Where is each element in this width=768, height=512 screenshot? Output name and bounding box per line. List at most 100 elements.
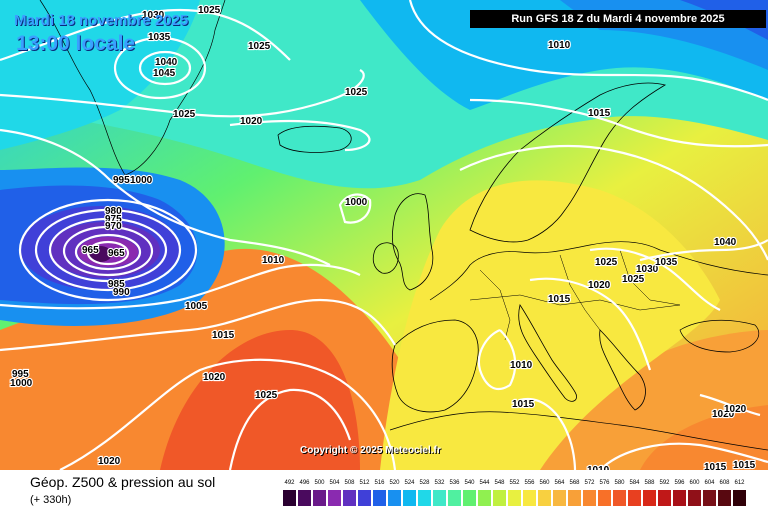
isobar-995 [18, 198, 198, 302]
scale-swatch [418, 490, 431, 506]
scale-tick-label: 548 [494, 480, 505, 486]
iso-label: 1015 [512, 399, 535, 410]
forecast-lead-time: (+ 330h) [30, 494, 72, 506]
isobar-1005 [0, 263, 361, 310]
scale-tick-label: 608 [719, 480, 730, 486]
scale-tick-label: 492 [284, 480, 295, 486]
isobar-labels: 1030 1025 1035 1040 1045 1025 1025 1025 … [9, 4, 757, 470]
iso-label: 975 [105, 214, 122, 225]
scale-tick-label: 556 [524, 480, 535, 486]
scale-swatch [733, 490, 746, 506]
map-area: 1030 1025 1035 1040 1045 1025 1025 1025 … [0, 0, 768, 470]
scale-swatch [478, 490, 491, 506]
isobar-1025-north [0, 8, 291, 62]
scale-tick-label: 532 [434, 480, 445, 486]
scale-swatch [373, 490, 386, 506]
iso-label: 995 [12, 369, 29, 380]
scale-swatch [718, 490, 731, 506]
scale-swatch [703, 490, 716, 506]
iberia-coast [391, 319, 479, 413]
scale-tick-label: 600 [689, 480, 700, 486]
isobar-1035 [113, 36, 207, 100]
isobar-1020-a [229, 120, 371, 152]
iso-label: 1020 [724, 404, 747, 415]
iso-label: 1015 [588, 108, 611, 119]
scale-swatch [493, 490, 506, 506]
scale-tick-label: 504 [329, 480, 340, 486]
iso-label: 1025 [173, 109, 196, 120]
scale-swatch [283, 490, 296, 506]
scale-swatch [463, 490, 476, 506]
iso-label: 985 [108, 279, 125, 290]
isobar-1015 [0, 298, 396, 352]
scale-tick-label: 580 [614, 480, 625, 486]
scale-swatch [583, 490, 596, 506]
isobar-1000-small [338, 193, 372, 224]
iso-label: 1020 [588, 280, 611, 291]
isobar-1020-ne [459, 145, 768, 261]
scale-tick-label: 512 [359, 480, 370, 486]
run-banner: Run GFS 18 Z du Mardi 4 novembre 2025 [470, 10, 766, 28]
isobar-1020-se [699, 393, 761, 417]
scale-swatch [658, 490, 671, 506]
scale-swatch [613, 490, 626, 506]
isobar-1020-south [59, 358, 397, 470]
isobars [0, 0, 768, 470]
scale-swatch [688, 490, 701, 506]
iso-label: 970 [105, 221, 122, 232]
hot-zone-sw [160, 330, 360, 470]
isobar-990 [34, 208, 182, 292]
scale-swatch [628, 490, 641, 506]
isobar-975 [74, 233, 142, 271]
iso-label: 1025 [622, 274, 645, 285]
scale-swatch [598, 490, 611, 506]
iso-label: 1025 [248, 41, 271, 52]
scale-tick-label: 516 [374, 480, 385, 486]
iso-label: 1030 [142, 10, 165, 21]
iso-label: 1025 [345, 87, 368, 98]
balkans-coast [599, 329, 646, 411]
iceland-coast [277, 125, 352, 153]
scale-tick-label: 560 [539, 480, 550, 486]
isobar-1010 [0, 128, 331, 266]
iso-label: 1005 [185, 301, 208, 312]
scale-tick-label: 528 [419, 480, 430, 486]
iso-label: 1000 [130, 175, 153, 186]
isobar-970 [86, 240, 130, 266]
scale-swatch [553, 490, 566, 506]
iso-label: 990 [113, 287, 130, 298]
iso-label: 980 [105, 206, 122, 217]
geopotential-map: 1030 1025 1035 1040 1045 1025 1025 1025 … [0, 0, 768, 470]
scale-swatch [508, 490, 521, 506]
isobar-1030-e [639, 239, 768, 262]
scale-swatch [388, 490, 401, 506]
scale-swatch [448, 490, 461, 506]
scale-tick-label: 552 [509, 480, 520, 486]
scale-swatch [298, 490, 311, 506]
iso-label: 1010 [262, 255, 285, 266]
isobar-1040 [138, 50, 192, 86]
scale-tick-label: 536 [449, 480, 460, 486]
scale-tick-label: 592 [659, 480, 670, 486]
scale-swatch [538, 490, 551, 506]
forecast-date: Mardi 18 novembre 2025 [14, 12, 189, 29]
country-borders-3 [559, 254, 601, 331]
isobar-985 [48, 217, 168, 283]
copyright-text: Copyright © 2025 Meteociel.fr [300, 445, 441, 456]
scale-swatch [403, 490, 416, 506]
scale-swatch [313, 490, 326, 506]
scale-tick-label: 544 [479, 480, 490, 486]
scale-tick-label: 612 [734, 480, 745, 486]
country-borders-1 [469, 294, 681, 311]
country-borders-2 [479, 269, 511, 341]
iso-label: 1020 [712, 409, 735, 420]
black-sea-coast [679, 319, 760, 353]
scale-swatch [358, 490, 371, 506]
scale-swatch [433, 490, 446, 506]
isobar-1025-mid [0, 69, 365, 118]
scale-swatch [568, 490, 581, 506]
scale-tick-label: 588 [644, 480, 655, 486]
scale-tick-label: 508 [344, 480, 355, 486]
iso-label: 1010 [510, 360, 533, 371]
forecast-local-time: 13:00 locale [16, 32, 136, 55]
